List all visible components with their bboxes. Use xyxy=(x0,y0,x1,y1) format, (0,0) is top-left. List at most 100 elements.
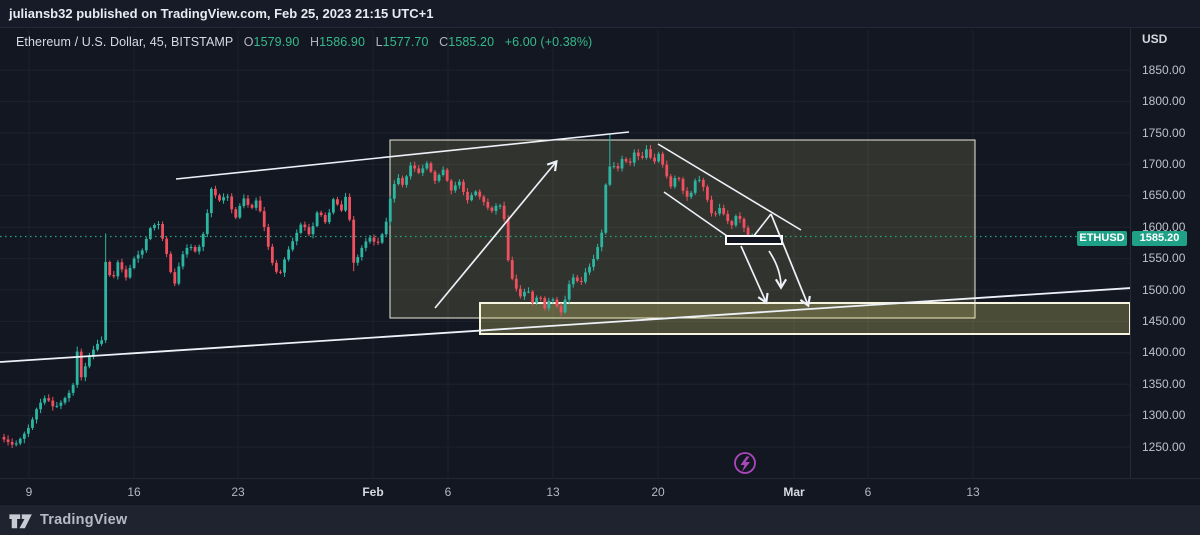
price-tick-label: 1250.00 xyxy=(1142,439,1186,454)
candle-body xyxy=(640,156,644,158)
candle-body xyxy=(730,221,734,226)
candle-body xyxy=(474,191,478,196)
time-tick-label: Mar xyxy=(783,485,805,499)
candle-body xyxy=(486,201,490,208)
event-marker[interactable] xyxy=(734,452,756,474)
candle-body xyxy=(291,241,295,250)
candle-body xyxy=(462,181,465,192)
open-label: O xyxy=(243,35,254,49)
candle-body xyxy=(59,402,63,406)
wedge-upper-trendline[interactable] xyxy=(657,143,802,231)
candle-body xyxy=(742,218,746,228)
candle-body xyxy=(624,159,628,162)
left-resistance-trendline[interactable] xyxy=(175,131,630,180)
symbol-price-badge: ETHUSD xyxy=(1077,231,1127,246)
candle-body xyxy=(718,208,722,214)
candle-body xyxy=(165,238,169,254)
candle-body xyxy=(226,196,230,198)
candle-body xyxy=(433,171,437,181)
candle-body xyxy=(116,262,120,277)
candle-body xyxy=(596,247,600,260)
candles-layer xyxy=(2,133,754,448)
price-tick-label: 1750.00 xyxy=(1142,125,1186,140)
drop-arrow-1[interactable] xyxy=(740,245,769,305)
candle-body xyxy=(535,297,539,303)
candle-body xyxy=(571,277,575,285)
candle-body xyxy=(657,153,661,162)
support-zone-box[interactable] xyxy=(479,302,1130,335)
candle-body xyxy=(201,234,205,247)
candle-body xyxy=(645,149,648,158)
candle-body xyxy=(527,291,530,293)
support-trendline[interactable] xyxy=(0,287,1130,363)
drop-arrow-2[interactable] xyxy=(768,250,788,290)
candle-body xyxy=(193,247,197,252)
price-tick-label: 1350.00 xyxy=(1142,376,1186,391)
consolidation-zone-box[interactable] xyxy=(389,139,976,319)
bullish-impulse-arrow[interactable] xyxy=(434,159,558,309)
candle-body xyxy=(254,200,258,208)
tradingview-logo-icon[interactable] xyxy=(9,512,33,529)
candle-body xyxy=(55,405,59,407)
candle-body xyxy=(368,237,372,242)
candle-body xyxy=(437,174,441,181)
candlestick-chart[interactable] xyxy=(0,28,1130,478)
candle-body xyxy=(299,224,303,233)
candle-body xyxy=(706,186,709,200)
low-label: L xyxy=(375,35,383,49)
publish-text: juliansb32 published on TradingView.com,… xyxy=(9,6,434,21)
chart-pane[interactable]: Ethereum / U.S. Dollar, 45, BITSTAMP O15… xyxy=(0,28,1130,478)
candle-body xyxy=(96,343,99,350)
candle-body xyxy=(498,205,502,207)
time-tick-label: 13 xyxy=(546,485,560,499)
entry-zone-box[interactable] xyxy=(725,235,783,245)
candle-body xyxy=(518,288,522,297)
candle-body xyxy=(295,232,299,242)
candle-body xyxy=(490,207,494,211)
candle-body xyxy=(43,398,47,403)
tradingview-brand[interactable]: TradingView xyxy=(40,512,128,528)
candle-body xyxy=(169,253,173,273)
candle-body xyxy=(250,204,254,208)
candle-body xyxy=(388,198,392,222)
publish-bar: juliansb32 published on TradingView.com,… xyxy=(0,0,1200,28)
candle-body xyxy=(185,247,189,255)
candle-body xyxy=(384,221,388,235)
candle-body xyxy=(547,300,551,309)
candle-body xyxy=(258,200,262,212)
candle-body xyxy=(372,237,376,242)
candle-body xyxy=(701,179,705,187)
candle-body xyxy=(413,165,417,169)
price-axis[interactable]: USD 1850.00 1800.00 1750.00 1700.00 1650.00 1… xyxy=(1130,28,1200,478)
candle-body xyxy=(478,191,482,197)
candle-body xyxy=(51,400,55,407)
drop-arrow-3[interactable] xyxy=(770,213,811,308)
candle-body xyxy=(405,176,408,185)
candle-body xyxy=(636,152,640,157)
candle-body xyxy=(632,152,636,163)
breakout-line[interactable] xyxy=(752,213,772,238)
candle-body xyxy=(466,191,469,201)
candle-body xyxy=(120,262,124,270)
candle-body xyxy=(722,208,726,214)
candle-body xyxy=(392,184,396,199)
candle-body xyxy=(157,224,160,226)
wedge-lower-trendline[interactable] xyxy=(663,191,728,237)
candle-body xyxy=(153,224,156,229)
candle-body xyxy=(543,298,547,309)
candle-body xyxy=(234,209,238,218)
candle-body xyxy=(270,246,274,263)
candle-body xyxy=(26,427,30,434)
currency-label: USD xyxy=(1142,32,1168,46)
candle-body xyxy=(108,261,112,276)
time-tick-label: 13 xyxy=(966,485,980,499)
candle-body xyxy=(230,196,234,210)
candle-body xyxy=(360,247,364,258)
candle-body xyxy=(523,291,526,297)
candle-body xyxy=(79,351,83,378)
price-tick-label: 1650.00 xyxy=(1142,188,1186,203)
price-tick-label: 1850.00 xyxy=(1142,62,1186,77)
time-axis[interactable]: 9 16 23 Feb 6 13 20 Mar 6 13 xyxy=(0,478,1200,504)
candle-body xyxy=(376,241,380,243)
candle-body xyxy=(39,402,42,410)
